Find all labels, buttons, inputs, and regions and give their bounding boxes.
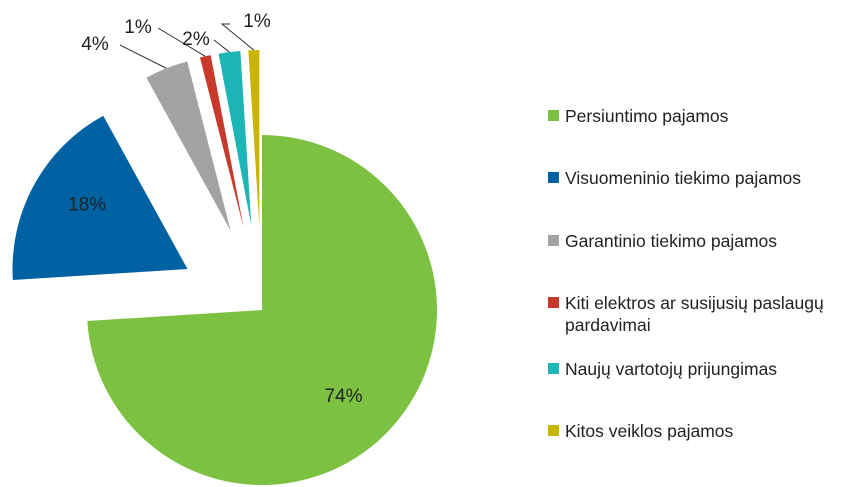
data-label: 1% xyxy=(124,17,152,38)
legend-item: Naujų vartotojų prijungimas xyxy=(548,358,848,380)
data-label: 74% xyxy=(324,386,362,407)
legend-label: Naujų vartotojų prijungimas xyxy=(565,359,778,379)
pie-slice xyxy=(146,61,231,231)
pie-slice xyxy=(87,135,437,485)
leader-line xyxy=(220,23,255,51)
legend-label: Kiti elektros ar susijusių paslaugų pard… xyxy=(565,293,824,335)
legend-label: Visuomeninio tiekimo pajamos xyxy=(565,168,802,188)
legend-item: Persiuntimo pajamos xyxy=(548,105,848,127)
data-label: 2% xyxy=(182,29,210,50)
legend-item: Kiti elektros ar susijusių paslaugų pard… xyxy=(548,292,848,336)
data-label: 1% xyxy=(243,11,271,32)
pie-slice xyxy=(248,50,260,226)
pie-slice xyxy=(199,55,244,228)
legend-swatch xyxy=(548,425,559,436)
leader-line xyxy=(213,39,230,53)
data-label: 18% xyxy=(68,194,106,215)
legend-swatch xyxy=(548,363,559,374)
legend-item: Visuomeninio tiekimo pajamos xyxy=(548,167,848,189)
data-label: 4% xyxy=(81,34,109,55)
leader-line xyxy=(157,27,206,57)
pie-slice xyxy=(218,51,252,226)
legend-label: Persiuntimo pajamos xyxy=(565,106,729,126)
legend-item: Garantinio tiekimo pajamos xyxy=(548,230,848,252)
legend-label: Kitos veiklos pajamos xyxy=(565,421,734,441)
leader-line xyxy=(119,44,167,69)
legend-swatch xyxy=(548,110,559,121)
legend-item: Kitos veiklos pajamos xyxy=(548,420,848,442)
pie-slice xyxy=(12,115,188,281)
legend-swatch xyxy=(548,235,559,246)
legend-swatch xyxy=(548,297,559,308)
legend-label: Garantinio tiekimo pajamos xyxy=(565,231,778,251)
legend-swatch xyxy=(548,172,559,183)
